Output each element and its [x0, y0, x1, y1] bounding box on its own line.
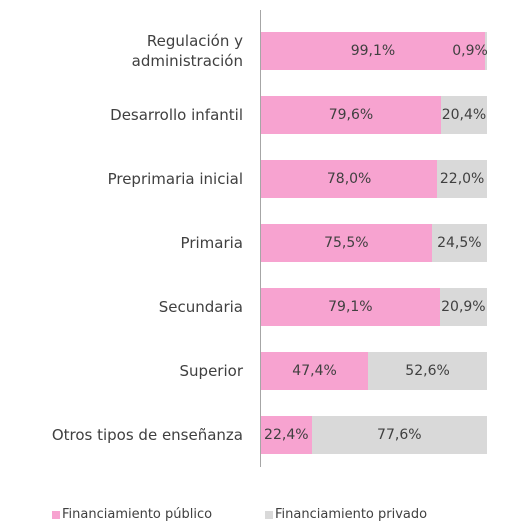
- legend-swatch: [52, 511, 60, 519]
- bar-segment: [484, 32, 487, 70]
- value-label: 0,9%: [452, 43, 488, 59]
- value-label: 99,1%: [350, 43, 396, 59]
- category-label: Desarrollo infantil: [110, 106, 243, 124]
- bar-segment: [437, 160, 487, 198]
- axis-line: [260, 10, 261, 467]
- value-label: 77,6%: [377, 427, 422, 443]
- value-label: 20,4%: [441, 107, 487, 123]
- value-label: 22,0%: [439, 171, 485, 187]
- category-label: Secundaria: [158, 298, 243, 316]
- legend-label: Financiamiento público: [62, 507, 213, 522]
- bar-segment: [261, 416, 312, 454]
- bar-segment: [261, 32, 485, 70]
- category-label: Regulación y administración: [131, 32, 243, 70]
- legend-label: Financiamiento privado: [275, 507, 428, 522]
- value-label: 24,5%: [437, 235, 482, 251]
- bar-segment: [261, 352, 369, 390]
- value-label: 78,0%: [326, 171, 372, 187]
- category-label: Superior: [179, 362, 243, 380]
- value-label: 47,4%: [292, 363, 337, 379]
- bar-segment: [261, 96, 441, 134]
- legend-swatch: [265, 511, 273, 519]
- bar-segment: [261, 288, 440, 326]
- bar-segment: [311, 416, 487, 454]
- category-label: Preprimaria inicial: [107, 170, 243, 188]
- value-label: 79,6%: [328, 107, 374, 123]
- value-label: 79,1%: [328, 299, 373, 315]
- bar-segment: [440, 96, 487, 134]
- bar-segment: [261, 224, 432, 262]
- category-label: Primaria: [180, 234, 243, 252]
- value-label: 52,6%: [405, 363, 450, 379]
- bar-segment: [439, 288, 487, 326]
- value-label: 75,5%: [324, 235, 369, 251]
- bar-segment: [431, 224, 487, 262]
- value-label: 22,4%: [264, 427, 309, 443]
- category-label: Otros tipos de enseñanza: [51, 426, 243, 444]
- value-label: 20,9%: [441, 299, 486, 315]
- bar-segment: [368, 352, 487, 390]
- bar-segment: [261, 160, 438, 198]
